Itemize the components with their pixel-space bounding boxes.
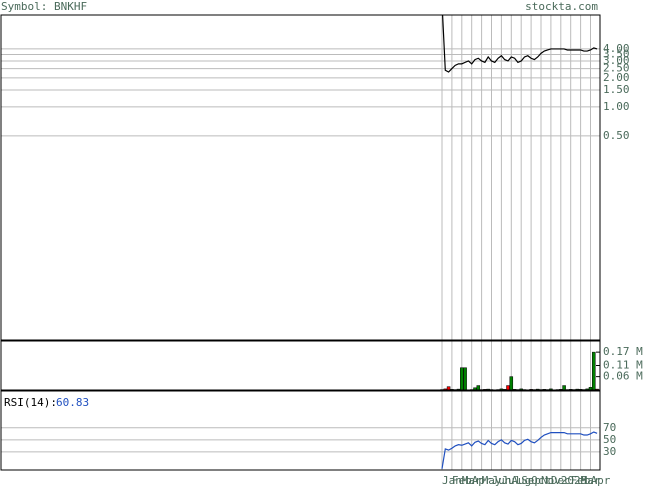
y-tick-label: 1.00	[603, 100, 630, 113]
y-tick-label: 2.50	[603, 62, 630, 75]
y-tick-label: 3.00	[603, 54, 630, 67]
volume-bar	[446, 386, 451, 391]
y-tick-label: 0.11 M	[603, 359, 643, 372]
x-tick-label: Jul	[501, 474, 521, 486]
x-tick-label: Sep	[521, 474, 541, 486]
y-tick-label: 70	[603, 421, 616, 434]
panel-frame	[0, 390, 601, 471]
line	[441, 431, 598, 469]
y-tick-label: 1.50	[603, 83, 630, 96]
volume-bar	[506, 385, 510, 391]
x-tick-label: Oct	[531, 474, 551, 486]
x-tick-label: Aug	[511, 474, 531, 486]
volume-bar	[592, 351, 596, 391]
rsi-value: 60.83	[56, 396, 89, 409]
x-tick-label: Dec	[551, 474, 571, 486]
site: stockta.com	[525, 0, 598, 13]
rsi-label: RSI(14):	[4, 396, 57, 409]
y-tick-label: 50	[603, 433, 616, 446]
x-tick-label: Apr	[472, 474, 492, 486]
y-tick-label: 0.17 M	[603, 345, 643, 358]
y-tick-label: 2.00	[603, 71, 630, 84]
y-tick-label: 4.00	[603, 42, 630, 55]
x-tick-label: Apr	[591, 474, 611, 486]
x-tick-label: May	[482, 474, 502, 486]
x-tick-label: Jun	[492, 474, 512, 486]
line	[441, 15, 598, 73]
y-tick-label: 0.06 M	[603, 370, 643, 383]
symbol: Symbol: BNKHF	[1, 0, 87, 13]
x-tick-label: Feb	[571, 474, 591, 486]
volume-bar	[562, 385, 566, 391]
volume-bar	[509, 376, 514, 391]
x-tick-label: Feb	[452, 474, 472, 486]
y-tick-label: 30	[603, 445, 616, 458]
x-tick-label: Mar	[581, 474, 601, 486]
x-tick-label: Jan	[442, 474, 462, 486]
x-tick-label: 2025	[561, 474, 588, 486]
volume-bar	[463, 367, 467, 391]
volume-bar	[460, 367, 464, 391]
x-tick-label: Mar	[462, 474, 482, 486]
y-tick-label: 0.50	[603, 129, 630, 142]
panel-frame	[0, 14, 601, 341]
y-tick-label: 3.50	[603, 48, 630, 61]
volume-bar	[476, 385, 481, 391]
x-tick-label: Nov	[541, 474, 561, 486]
panel-frame	[0, 340, 601, 391]
